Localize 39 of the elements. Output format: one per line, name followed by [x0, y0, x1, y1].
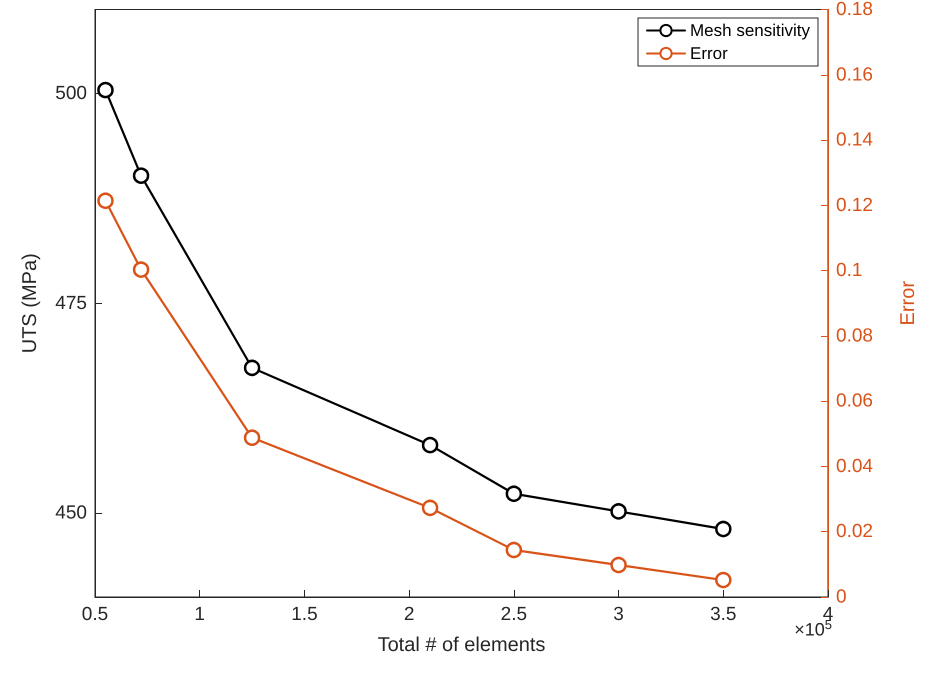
y-tick-label: 450 — [55, 502, 87, 524]
point — [610, 556, 627, 574]
x-tick-label: 0.5 — [82, 604, 108, 625]
point — [132, 261, 150, 278]
y2-tick-label: 0.16 — [836, 64, 873, 86]
x-tick-label: 3 — [613, 604, 624, 625]
x-tick-label: 2 — [404, 604, 414, 625]
y2-tick-label: 0.02 — [836, 521, 873, 542]
y2-tick-label: 0.12 — [836, 194, 873, 216]
x-tick-label: 2.5 — [500, 604, 528, 625]
point — [97, 192, 114, 210]
x-tick-label: 1 — [194, 604, 206, 625]
y-tick-label: 475 — [55, 292, 87, 314]
x-axis-title: Total # of elements — [378, 634, 546, 656]
point — [715, 520, 732, 538]
point — [132, 167, 150, 184]
y-axis-title: UTS (MPa) — [19, 253, 41, 354]
point — [244, 429, 260, 446]
y-tick-label: 500 — [55, 82, 87, 104]
point — [244, 360, 260, 376]
y2-tick-label: 0.14 — [836, 130, 874, 151]
y2-tick-label: 0.08 — [836, 325, 873, 346]
point — [97, 82, 114, 98]
point — [715, 572, 732, 588]
legend-label: Error — [690, 44, 728, 63]
x-tick-label: 1.5 — [291, 604, 318, 625]
y2-axis-title: Error — [897, 280, 919, 326]
y2-tick-label: 0 — [836, 586, 847, 608]
point — [506, 486, 522, 502]
point — [610, 503, 627, 520]
x-tick-label: 3.5 — [710, 604, 736, 625]
point — [422, 436, 438, 454]
y2-tick-label: 0.06 — [836, 390, 873, 412]
y2-tick-label: 0.04 — [836, 456, 874, 477]
y2-tick-label: 0.1 — [836, 260, 862, 282]
legend-label: Mesh sensitivity — [690, 21, 810, 40]
y2-tick-label: 0.18 — [836, 0, 873, 20]
point — [422, 500, 438, 516]
point — [506, 542, 522, 558]
